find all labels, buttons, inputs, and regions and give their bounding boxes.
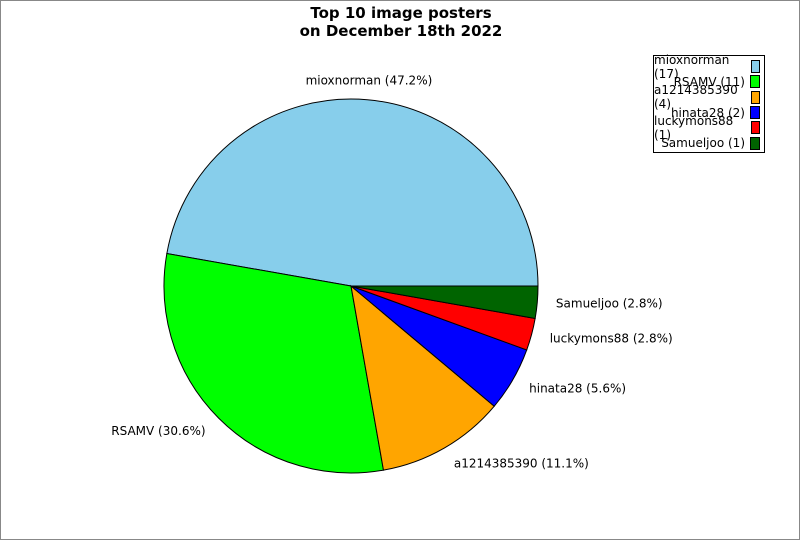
pie-slice-samueljoo [350,285,539,320]
legend-label: a1214385390 (4) [654,83,738,112]
legend-item-hinata28: hinata28 (2) [654,105,760,120]
legend-item-luckymons88: luckymons88 (1) [654,114,760,142]
legend-swatch [750,121,760,135]
legend-label: luckymons88 (1) [654,113,734,142]
slice-label-hinata28: hinata28 (5.6%) [529,381,626,395]
chart-title-line-1: Top 10 image posters [310,4,492,22]
slice-label-luckymons88: luckymons88 (2.8%) [550,332,673,346]
chart-title-line-2: on December 18th 2022 [299,22,503,40]
pie-slices [163,98,539,474]
slice-label-samueljoo: Samueljoo (2.8%) [556,296,663,310]
legend-label: mioxnorman (17) [654,52,730,81]
slice-label-mioxnorman: mioxnorman (47.2%) [306,74,433,88]
legend-item-mioxnorman: mioxnorman (17) [654,53,760,81]
pie-slice-rsamv [163,252,385,474]
pie-slice-a1214385390 [350,284,495,471]
legend-item-rsamv: RSAMV (11) [654,74,760,89]
pie-labels: mioxnorman (47.2%) RSAMV (30.6%) a12143853… [111,74,672,471]
chart-title: Top 10 image posters on December 18th 20… [1,4,800,40]
legend-label: RSAMV (11) [673,74,745,89]
legend-swatch [750,90,760,104]
legend-swatch [750,136,760,150]
legend-swatch [750,60,760,74]
legend-label: hinata28 (2) [670,105,745,120]
legend-item-a1214385390: a1214385390 (4) [654,83,760,111]
legend-swatch [750,106,760,120]
legend-label: Samueljoo (1) [661,136,745,151]
slice-label-a1214385390: a1214385390 (11.1%) [454,457,589,471]
slice-label-rsamv: RSAMV (30.6%) [111,424,205,438]
legend-item-samueljoo: Samueljoo (1) [654,135,760,150]
legend: mioxnorman (17) RSAMV (11) a1214385390 (4)… [653,53,765,153]
legend-swatch [750,75,760,89]
pie-slice-mioxnorman [166,98,539,287]
